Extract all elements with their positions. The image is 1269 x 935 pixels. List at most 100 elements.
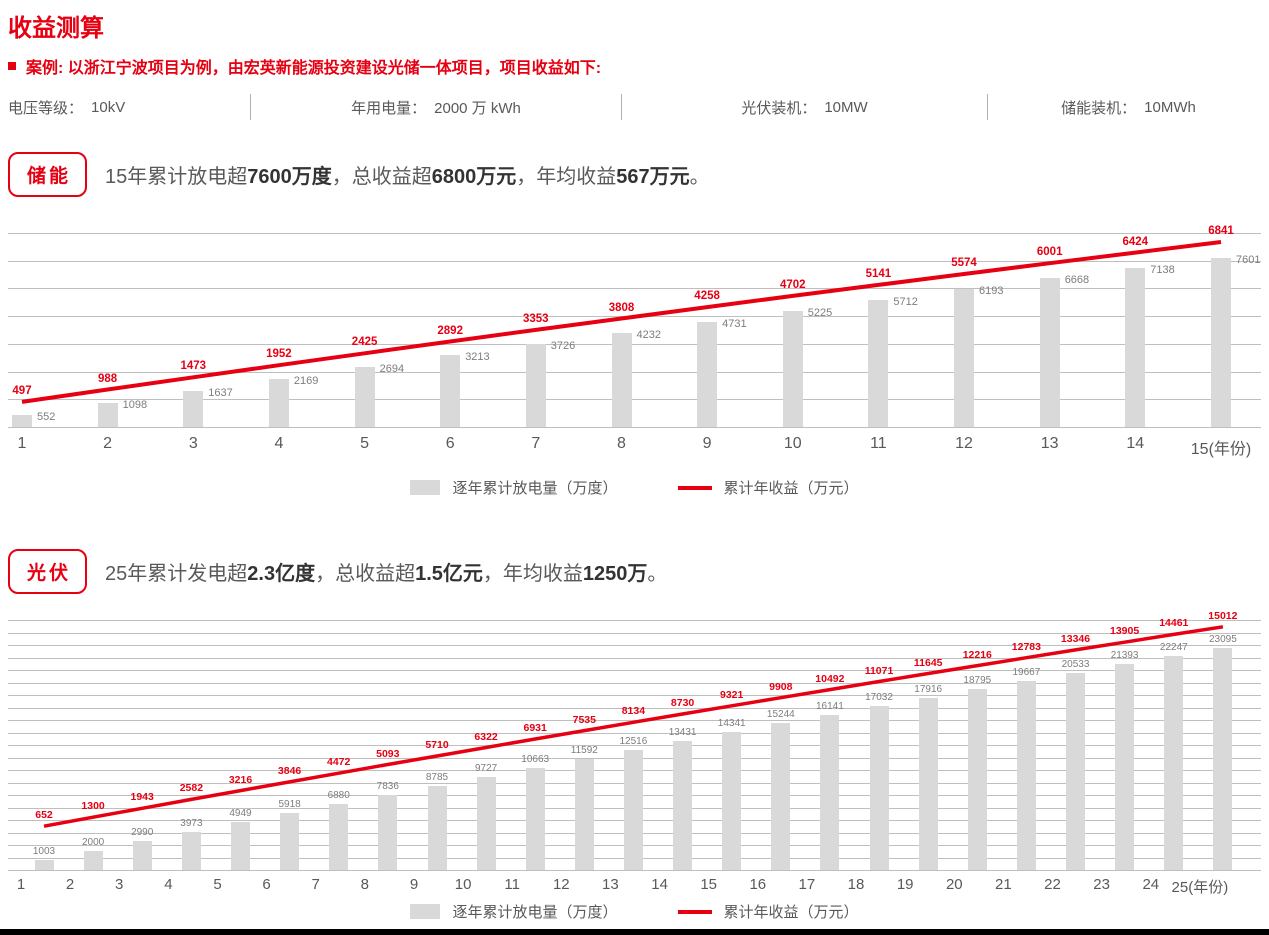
x-tick: 3 <box>115 876 124 893</box>
bar-value-label: 17916 <box>914 683 943 695</box>
bar-value-label: 21393 <box>1110 650 1139 662</box>
gridline <box>8 732 1261 734</box>
bar-value-label: 14341 <box>717 718 746 730</box>
spec-pv-capacity-label: 光伏装机： <box>741 99 817 117</box>
bar-value-label: 6880 <box>327 789 350 801</box>
x-tick: 1 <box>17 435 27 452</box>
line-value-label: 3353 <box>523 312 549 325</box>
bar-year-3 <box>132 841 152 871</box>
x-tick: 10 <box>454 876 472 893</box>
bar-year-25 <box>1213 647 1233 870</box>
bar-value-label: 1098 <box>122 398 148 411</box>
bar-value-label: 17032 <box>865 692 893 704</box>
bar-value-label: 3213 <box>465 351 490 364</box>
pv-badge: 光伏 <box>8 549 88 594</box>
line-value-label: 2892 <box>437 324 463 337</box>
bar-year-20 <box>967 689 987 870</box>
bar-year-9 <box>697 321 718 427</box>
bullet-square-icon <box>8 62 16 70</box>
x-tick: 13 <box>602 876 619 893</box>
bar-value-label: 2000 <box>81 836 105 848</box>
bar-year-10 <box>782 310 803 427</box>
gridline <box>8 632 1261 634</box>
bar-value-label: 13431 <box>668 726 697 738</box>
case-note: 案例: 以浙江宁波项目为例，由宏英新能源投资建设光储一体项目，项目收益如下: <box>26 60 602 77</box>
legend-line-label: 累计年收益（万元） <box>723 904 859 921</box>
revenue-line <box>21 240 1222 404</box>
x-tick: 2 <box>65 876 75 893</box>
bar-value-label: 18795 <box>963 675 992 687</box>
bar-year-15 <box>722 732 742 870</box>
bar-value-label: 4949 <box>229 808 252 820</box>
bar-value-label: 15244 <box>766 709 795 721</box>
spec-storage-capacity-label: 储能装机： <box>1061 99 1137 117</box>
line-value-label: 5574 <box>951 257 977 269</box>
bar-year-4 <box>181 831 201 870</box>
spec-storage-capacity: 储能装机： 10MWh <box>988 90 1269 124</box>
headline-segment: 15年累计放电超 <box>105 166 248 188</box>
line-value-label: 6931 <box>523 722 547 734</box>
storage-legend: 逐年累计放电量（万度） 累计年收益（万元） <box>0 477 1269 498</box>
x-tick: 2 <box>103 435 113 452</box>
x-tick: 19 <box>896 876 914 893</box>
bar-year-18 <box>869 706 889 870</box>
bar-year-13 <box>623 749 643 870</box>
bar-year-10 <box>476 776 496 870</box>
spec-storage-capacity-value: 10MWh <box>1144 98 1196 116</box>
headline-segment: 。 <box>689 166 710 188</box>
bar-value-label: 3726 <box>550 339 576 352</box>
line-value-label: 3216 <box>228 773 253 786</box>
line-value-label: 10492 <box>815 672 845 685</box>
bar-year-7 <box>329 803 349 870</box>
headline-segment: 567万元 <box>616 166 690 188</box>
bar-swatch-icon <box>410 904 441 919</box>
gridline <box>8 260 1261 262</box>
x-tick: 13 <box>1040 435 1059 452</box>
gridline <box>8 288 1261 290</box>
x-tick: 8 <box>360 876 369 893</box>
headline-segment: ，总收益超 <box>315 563 416 585</box>
headline-segment: 2.3亿度 <box>247 563 316 585</box>
bar-swatch-icon <box>410 480 441 495</box>
line-value-label: 13346 <box>1060 632 1091 645</box>
x-tick: 14 <box>651 876 668 893</box>
x-tick: 15 <box>700 876 718 893</box>
line-swatch-icon <box>677 485 712 490</box>
spec-voltage-value: 10kV <box>91 98 126 116</box>
storage-section-header: 储能 15年累计放电超7600万度，总收益超6800万元，年均收益567万元。 <box>8 152 710 197</box>
x-tick: 12 <box>552 876 570 893</box>
bar-value-label: 6193 <box>979 284 1004 297</box>
x-tick: 23 <box>1093 876 1110 893</box>
legend-item-bar: 逐年累计放电量（万度） <box>410 477 618 498</box>
headline-segment: ，总收益超 <box>331 166 432 188</box>
bar-year-12 <box>954 288 974 427</box>
legend-item-line: 累计年收益（万元） <box>677 477 859 498</box>
line-value-label: 5710 <box>425 739 449 751</box>
line-value-label: 12216 <box>962 648 992 661</box>
headline-segment: 1250万 <box>582 563 648 585</box>
gridline <box>8 343 1261 345</box>
bar-year-6 <box>440 355 461 427</box>
bar-value-label: 8785 <box>425 771 449 783</box>
case-note-row: 案例: 以浙江宁波项目为例，由宏英新能源投资建设光储一体项目，项目收益如下: <box>8 54 601 78</box>
bar-year-14 <box>1125 267 1146 427</box>
line-value-label: 1300 <box>81 800 105 813</box>
bar-value-label: 11592 <box>570 744 598 756</box>
headline-segment: 25年累计发电超 <box>105 563 248 585</box>
gridline <box>8 870 1261 871</box>
x-tick: 16 <box>749 876 767 893</box>
legend-bar-label: 逐年累计放电量（万度） <box>452 480 618 497</box>
x-tick: 4 <box>164 876 173 893</box>
bar-value-label: 16141 <box>815 700 844 712</box>
bar-year-14 <box>673 740 693 870</box>
bar-value-label: 20533 <box>1061 658 1090 670</box>
spec-divider <box>987 94 988 120</box>
spec-annual-consumption: 年用电量： 2000 万 kWh <box>251 90 621 124</box>
gridline <box>8 645 1261 646</box>
bar-year-11 <box>525 767 545 870</box>
bar-value-label: 7601 <box>1236 253 1261 266</box>
line-value-label: 15012 <box>1208 609 1238 622</box>
headline-segment: ，年均收益 <box>516 166 617 188</box>
gridline <box>8 670 1261 671</box>
x-tick: 12 <box>955 435 973 452</box>
